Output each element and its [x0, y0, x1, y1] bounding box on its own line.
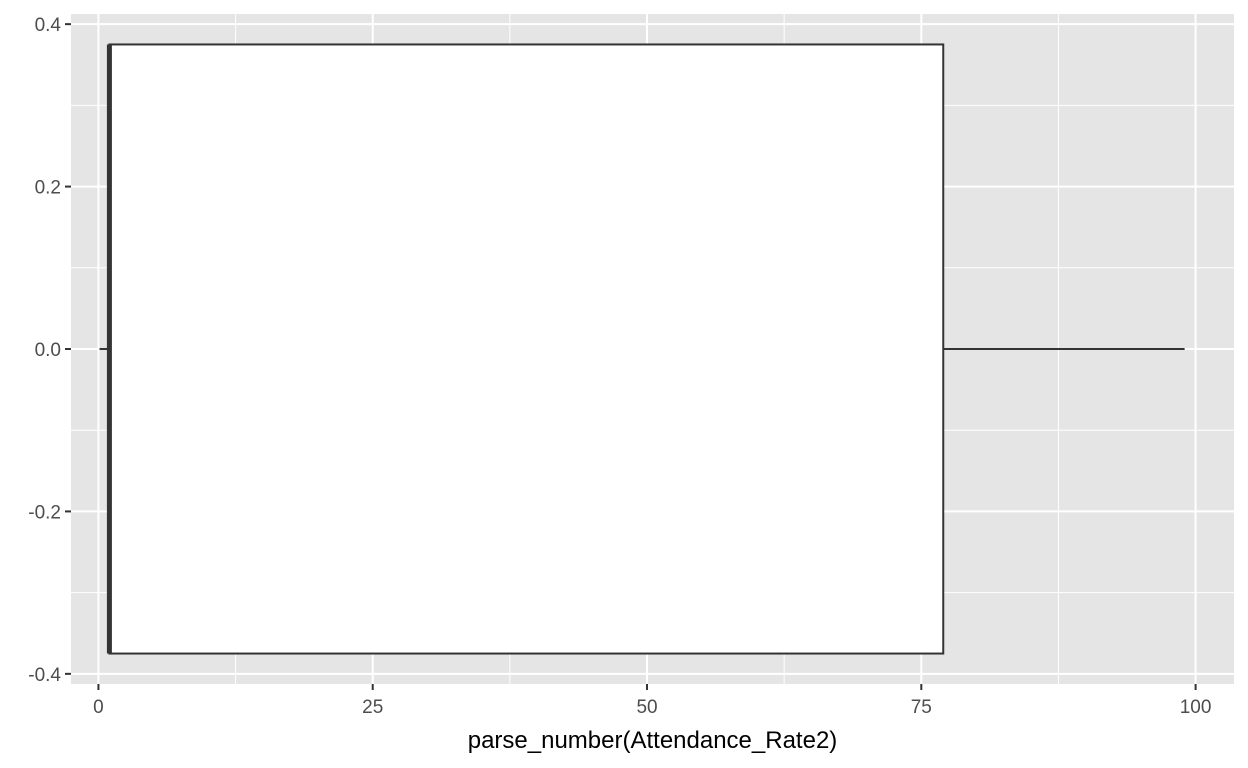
x-tick-label: 25	[362, 697, 383, 718]
x-tick-label: 100	[1180, 697, 1212, 718]
y-tick-label: 0.4	[35, 15, 62, 36]
y-tick-label: 0.0	[35, 340, 61, 361]
box-iqr	[108, 43, 945, 655]
boxplot-marks	[99, 43, 1185, 655]
x-axis: 0 25 50 75 100	[93, 684, 1211, 718]
y-tick-label: -0.4	[28, 665, 61, 686]
x-tick-label: 50	[636, 697, 657, 718]
x-axis-title: parse_number(Attendance_Rate2)	[468, 727, 838, 754]
y-tick-label: -0.2	[28, 502, 61, 523]
x-tick-label: 75	[911, 697, 932, 718]
x-tick-label: 0	[93, 697, 104, 718]
y-axis: -0.4 -0.2 0.0 0.2 0.4	[28, 15, 71, 686]
y-tick-label: 0.2	[35, 178, 61, 199]
